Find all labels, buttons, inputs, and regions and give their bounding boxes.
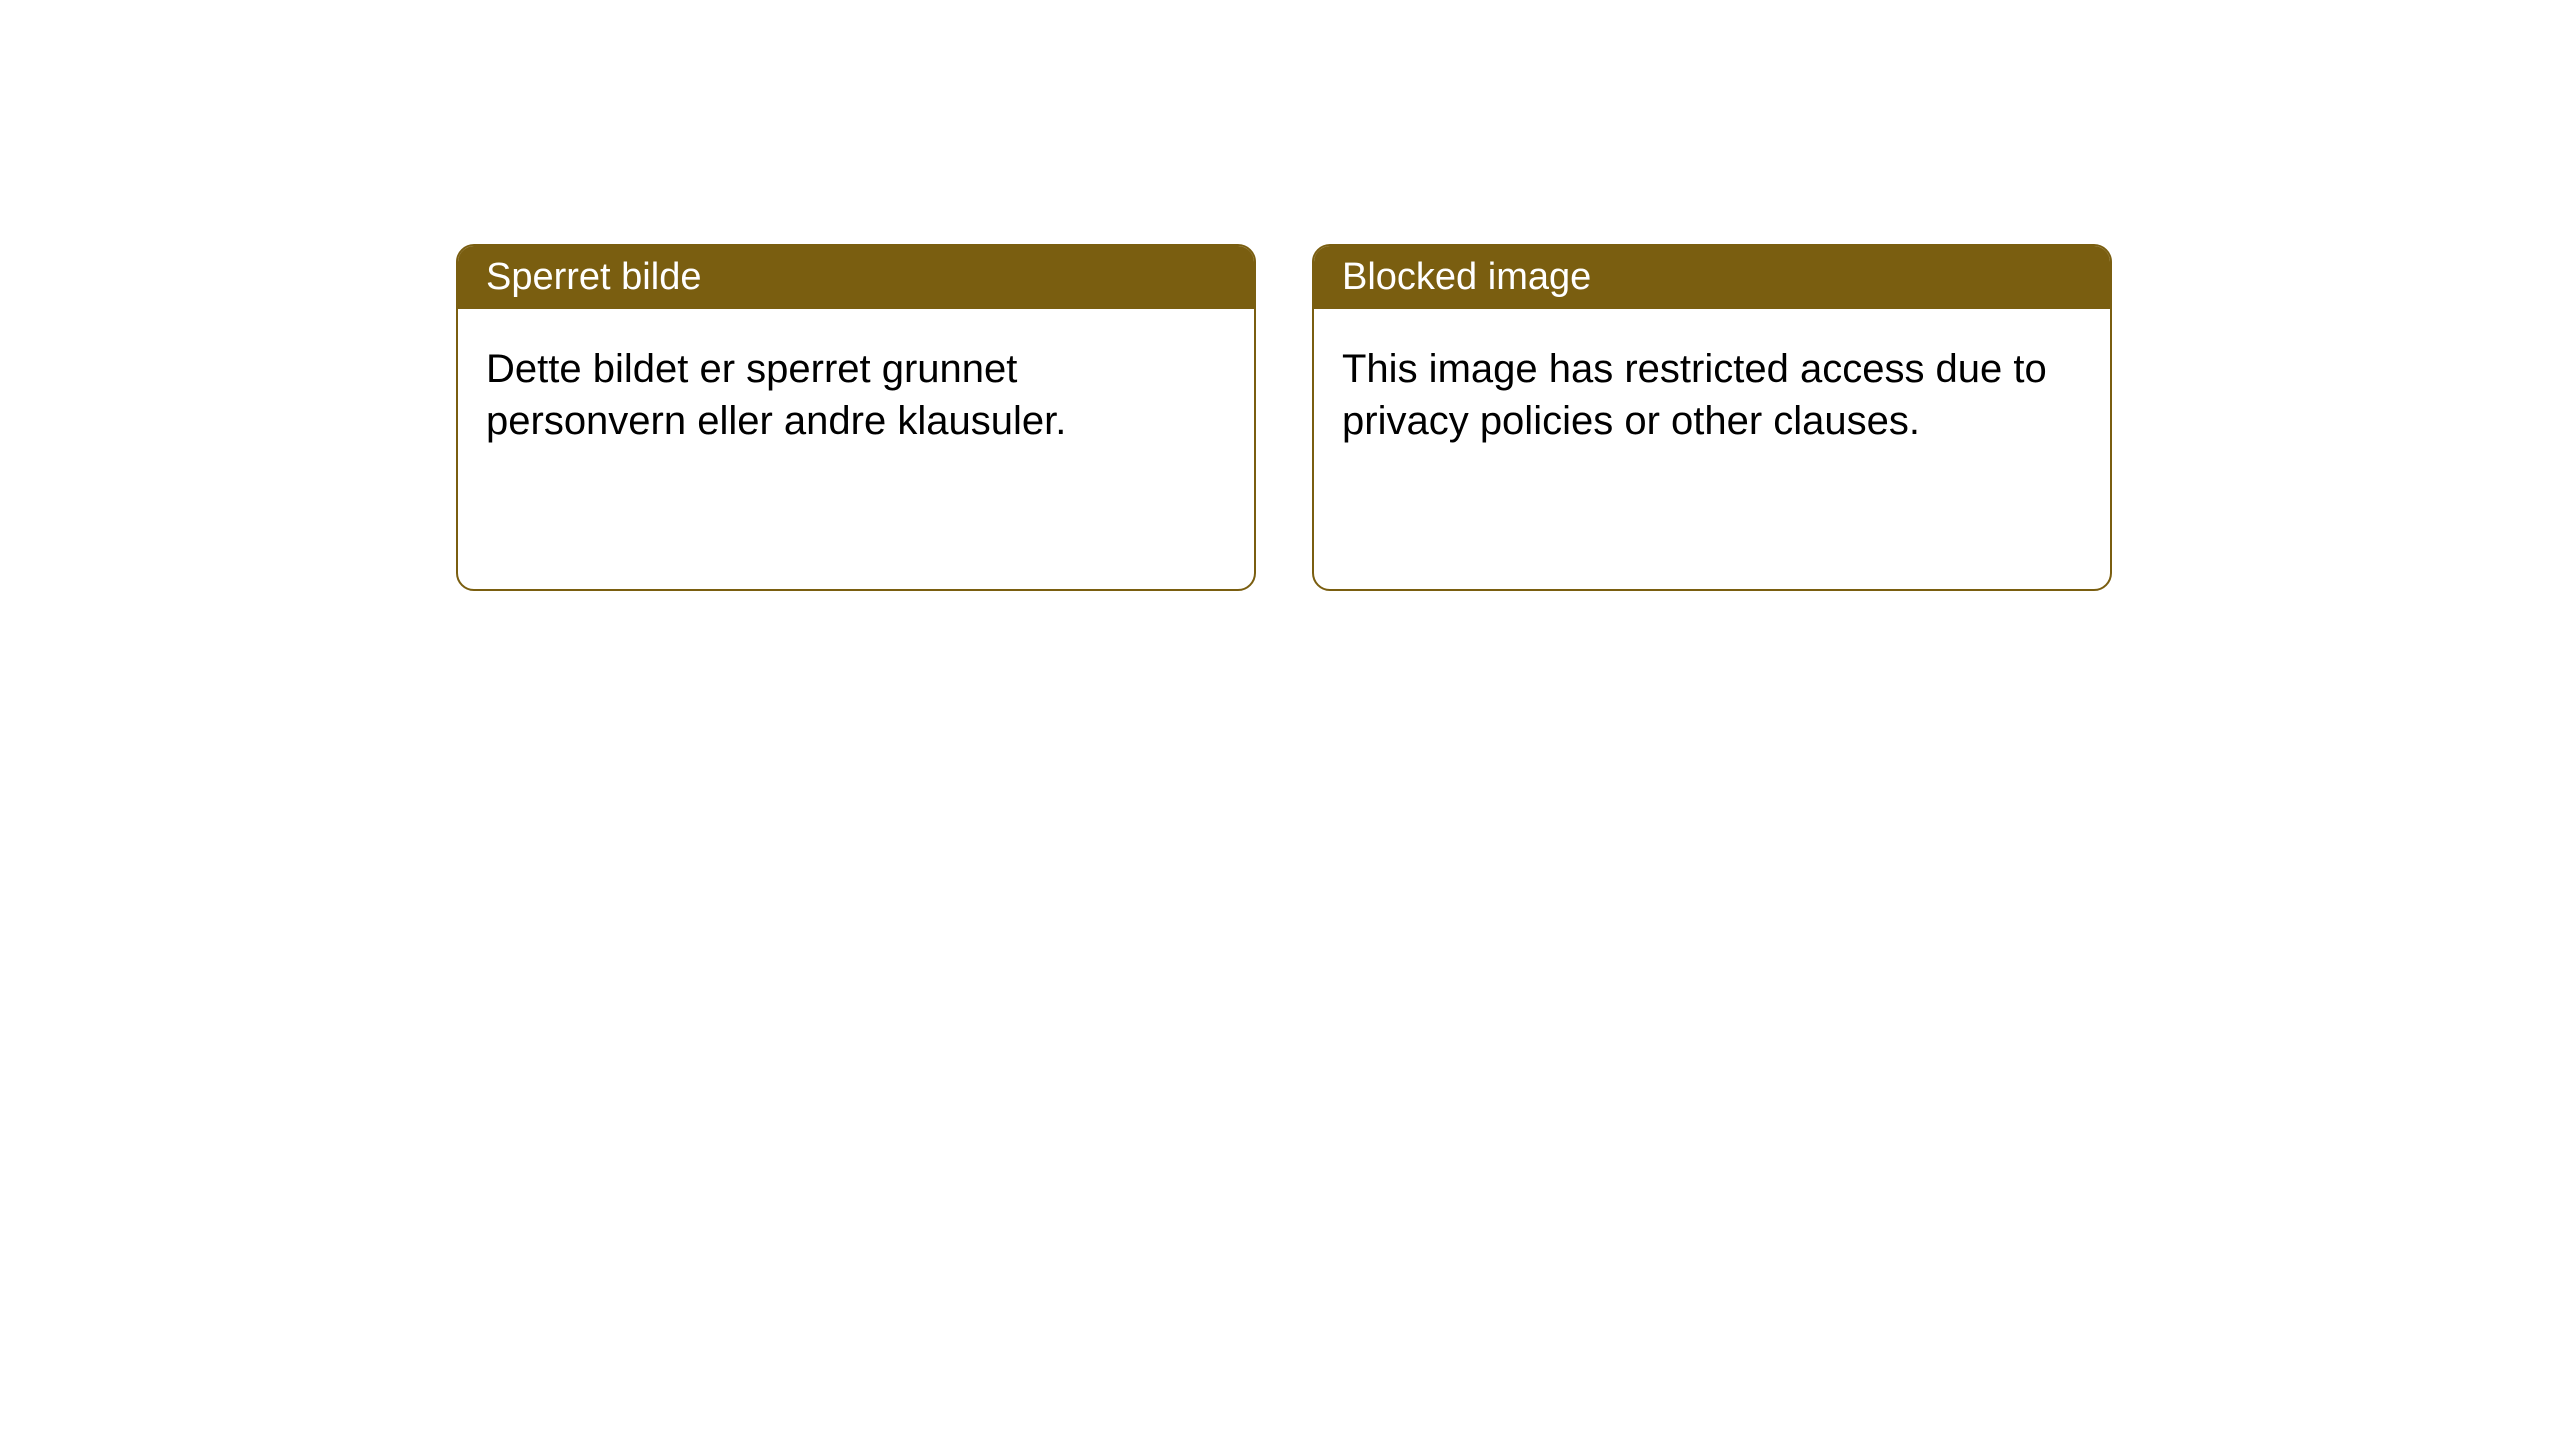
notice-body: Dette bildet er sperret grunnet personve… bbox=[458, 309, 1254, 589]
notice-card-english: Blocked image This image has restricted … bbox=[1312, 244, 2112, 591]
notice-body: This image has restricted access due to … bbox=[1314, 309, 2110, 589]
notice-card-norwegian: Sperret bilde Dette bildet er sperret gr… bbox=[456, 244, 1256, 591]
notice-header: Blocked image bbox=[1314, 246, 2110, 309]
notice-header: Sperret bilde bbox=[458, 246, 1254, 309]
notice-container: Sperret bilde Dette bildet er sperret gr… bbox=[456, 244, 2112, 591]
